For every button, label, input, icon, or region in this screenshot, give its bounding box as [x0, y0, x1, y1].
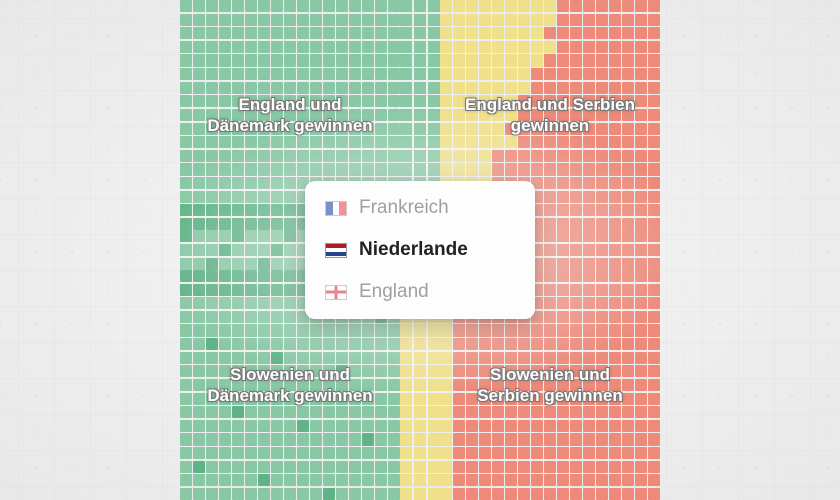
france-flag-icon — [325, 201, 347, 216]
netherlands-flag-icon — [325, 243, 347, 258]
menu-item-england[interactable]: England — [305, 271, 535, 313]
menu-item-label: England — [359, 281, 429, 303]
england-flag-icon — [325, 285, 347, 300]
country-menu: Frankreich Niederlande England — [305, 181, 535, 319]
menu-item-niederlande[interactable]: Niederlande — [305, 229, 535, 271]
menu-item-label: Niederlande — [359, 239, 468, 261]
menu-item-label: Frankreich — [359, 197, 449, 219]
menu-item-frankreich[interactable]: Frankreich — [305, 187, 535, 229]
